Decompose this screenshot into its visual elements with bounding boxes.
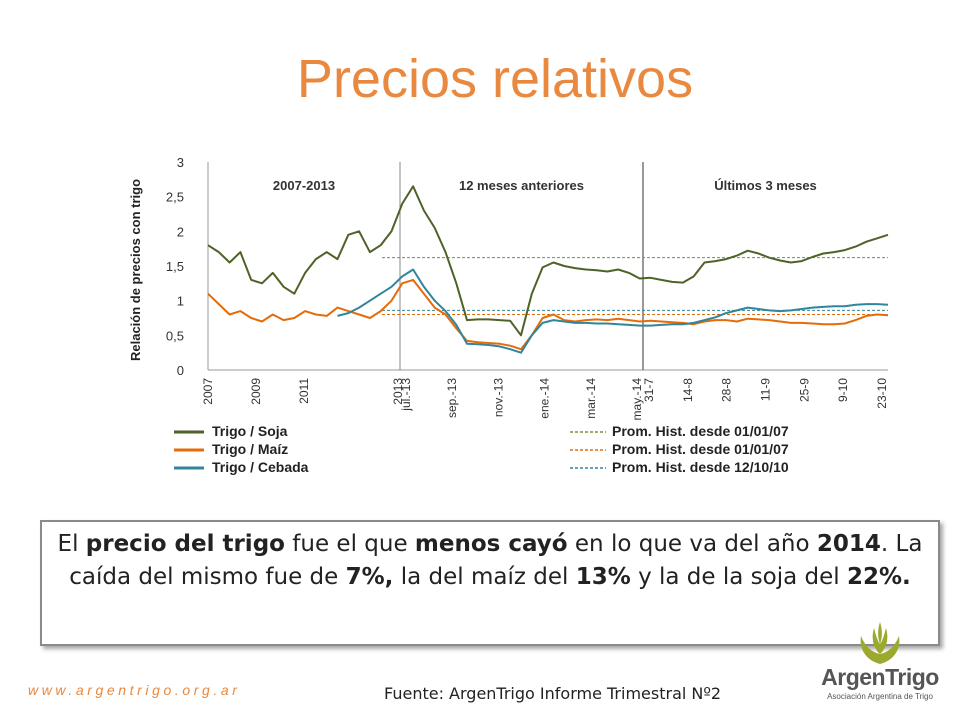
panel-label: 12 meses anteriores (459, 178, 584, 193)
series-line (337, 268, 889, 354)
legend-label: Trigo / Soja (212, 423, 288, 439)
y-axis-label: Relación de precios con trigo (128, 179, 143, 361)
slide-title: Precios relativos (296, 49, 694, 109)
note-text: la del maíz del (393, 564, 576, 590)
x-tick-label: 25-9 (797, 378, 811, 402)
logo-name: ArgenTrigo (821, 664, 939, 690)
argentrigo-logo: ArgenTrigo Asociación Argentina de Trigo (820, 620, 940, 715)
legend-label: Trigo / Cebada (212, 459, 309, 475)
y-tick-label: 1,5 (166, 259, 184, 274)
historical-averages (382, 257, 888, 316)
y-tick-label: 3 (177, 155, 184, 170)
y-tick-label: 2 (177, 224, 184, 239)
period-panels: 2007-2013 12 meses anteriores Últimos 3 me… (207, 162, 888, 371)
x-tick-label: 2007 (201, 378, 215, 405)
relative-prices-chart: Relación de precios con trigo 0 0,5 1 1,5 2 2… (112, 142, 908, 487)
x-tick-label: 23-10 (875, 378, 889, 409)
x-tick-label: mar.-14 (584, 378, 598, 419)
note-emphasis: precio del trigo (85, 531, 285, 557)
series-line (207, 278, 889, 351)
legend-label: Trigo / Maíz (212, 441, 288, 457)
legend-label: Prom. Hist. desde 01/01/07 (612, 441, 789, 457)
x-tick-label: 2009 (249, 378, 263, 405)
x-tick-label: 28-8 (720, 378, 734, 402)
y-tick-label: 2,5 (166, 190, 184, 205)
wheat-sun-icon (860, 622, 900, 664)
note-emphasis: 13% (575, 564, 631, 590)
x-tick-label: jul.-13 (399, 378, 413, 412)
y-tick-label: 0 (177, 363, 184, 378)
x-tick-label: sep.-13 (445, 378, 459, 418)
website-link[interactable]: www.argentrigo.org.ar (28, 682, 241, 698)
logo-subtitle: Asociación Argentina de Trigo (827, 692, 933, 701)
legend-label: Prom. Hist. desde 12/10/10 (612, 459, 789, 475)
x-tick-label: 2013 (391, 378, 405, 405)
series-line (207, 185, 889, 337)
note-text: El (57, 531, 86, 557)
panel-label: 2007-2013 (273, 178, 335, 193)
y-tick-label: 0,5 (166, 328, 184, 343)
note-emphasis: 7%, (345, 564, 394, 590)
x-tick-label: 31-7 (642, 378, 656, 402)
summary-note: El precio del trigo fue el que menos cay… (40, 520, 940, 646)
note-emphasis: menos cayó (414, 531, 568, 557)
x-tick-label: 14-8 (681, 378, 695, 402)
source-caption: Fuente: ArgenTrigo Informe Trimestral Nº… (384, 684, 722, 703)
note-emphasis: 2014 (816, 531, 881, 557)
x-tick-label: ene.-14 (538, 378, 552, 419)
note-text: fue el que (284, 531, 415, 557)
series-lines (207, 185, 889, 354)
x-tick-label: 2011 (297, 378, 311, 404)
y-ticks: 0 0,5 1 1,5 2 2,5 3 (166, 155, 184, 378)
x-tick-label: may.-14 (630, 378, 644, 421)
note-emphasis: 22%. (846, 564, 911, 590)
x-tick-label: 11-9 (759, 378, 773, 401)
x-tick-label: nov.-13 (491, 378, 505, 417)
legend-label: Prom. Hist. desde 01/01/07 (612, 423, 789, 439)
note-text: . La caída del mismo fue de (69, 531, 923, 590)
x-tick-label: 9-10 (836, 378, 850, 402)
panel-label: Últimos 3 meses (714, 178, 817, 193)
chart-legend: Trigo / Soja Trigo / Maíz Trigo / Cebada Pr… (174, 423, 789, 475)
note-text: en lo que va del año (567, 531, 817, 557)
y-tick-label: 1 (177, 294, 184, 309)
note-text: y la de la soja del (630, 564, 847, 590)
